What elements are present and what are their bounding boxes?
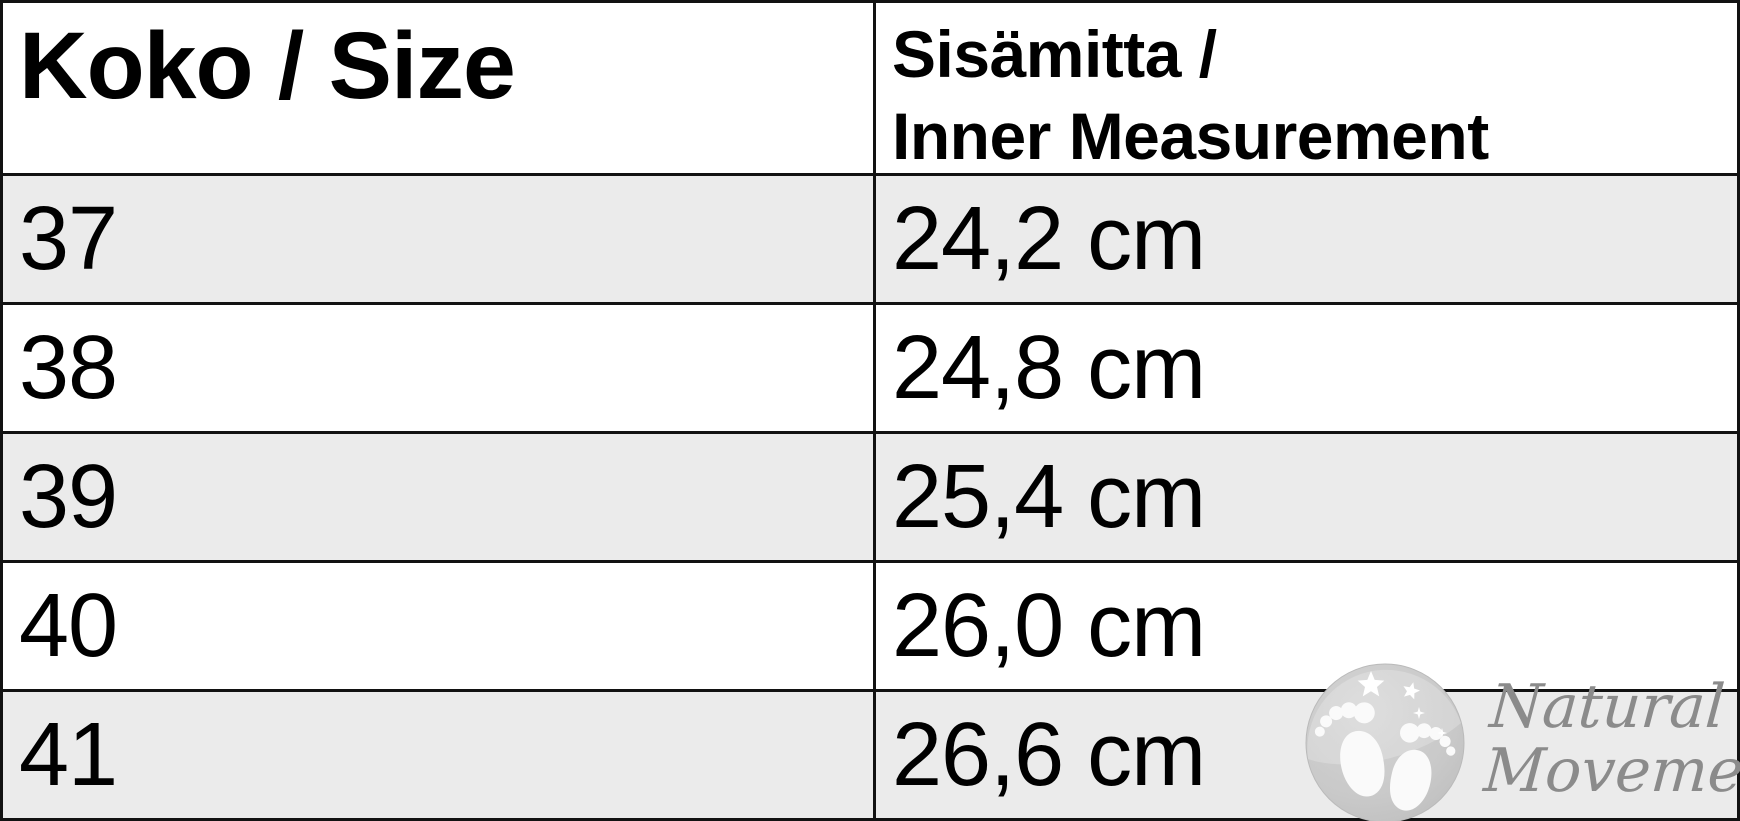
measurement-cell: 24,8 cm — [873, 305, 1740, 431]
header-inner-measurement-column: Sisämitta / Inner Measurement — [873, 3, 1740, 173]
size-cell: 37 — [19, 189, 118, 289]
star-icon — [1357, 671, 1385, 697]
measurement-cell: 26,6 cm — [873, 692, 1740, 818]
table-row: 40 26,0 cm — [3, 560, 1737, 689]
table-row: 38 24,8 cm — [3, 302, 1737, 431]
measurement-cell: 24,2 cm — [873, 176, 1740, 302]
table-row: 41 26,6 cm — [3, 689, 1737, 818]
header-size-column: Koko / Size — [19, 13, 516, 119]
size-cell: 40 — [19, 576, 118, 676]
size-cell: 41 — [19, 705, 118, 805]
size-cell: 39 — [19, 447, 118, 547]
watermark-brand-line1: Natural — [1487, 672, 1728, 742]
measurement-cell: 25,4 cm — [873, 434, 1740, 560]
header-line-sisamitta: Sisämitta / — [892, 17, 1217, 91]
sparkle-icon — [1437, 728, 1447, 738]
left-footprint-icon — [1314, 702, 1385, 797]
right-footprint-icon — [1389, 723, 1456, 811]
baby-footprints-logo-icon — [1305, 663, 1465, 821]
sparkle-icon — [1413, 707, 1425, 719]
table-row: 39 25,4 cm — [3, 431, 1737, 560]
star-icon — [1403, 682, 1420, 700]
table-row: 37 24,2 cm — [3, 173, 1737, 302]
measurement-cell: 26,0 cm — [873, 563, 1740, 689]
table-header-row: Koko / Size Sisämitta / Inner Measuremen… — [3, 3, 1737, 173]
watermark-brand-line2: Movement — [1481, 736, 1740, 806]
header-line-inner-measurement: Inner Measurement — [892, 99, 1489, 173]
size-cell: 38 — [19, 318, 118, 418]
